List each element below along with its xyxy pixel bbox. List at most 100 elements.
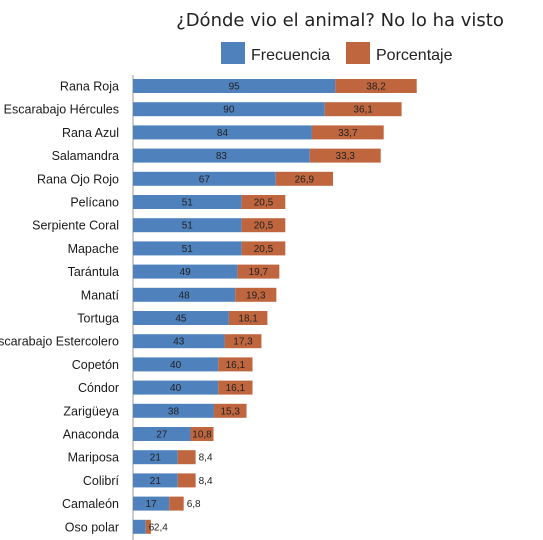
category-label-mariposa: Mariposa [68, 451, 119, 465]
chart-title: ¿Dónde vio el animal? No lo ha visto [176, 10, 504, 31]
value-label-porcentaje-rana-roja: 38,2 [366, 82, 386, 93]
category-label-mapache: Mapache [68, 242, 119, 256]
category-label-oso-polar: Oso polar [65, 520, 119, 534]
value-label-frecuencia-rana-ojo-rojo: 67 [199, 174, 211, 185]
bar-frecuencia-mapache [133, 241, 242, 256]
category-label-manati: Manatí [81, 288, 120, 302]
bar-porcentaje-rana-roja [335, 79, 417, 93]
value-label-frecuencia-mapache: 51 [182, 244, 194, 255]
bar-frecuencia-rana-ojo-rojo [133, 171, 276, 186]
category-label-zarigueya: Zarigüeya [63, 404, 119, 418]
bar-frecuencia-rana-azul [133, 125, 312, 140]
bar-frecuencia-salamandra [133, 148, 310, 163]
category-label-anaconda: Anaconda [63, 428, 119, 442]
bar-porcentaje-rana-azul [311, 125, 384, 140]
bar-porcentaje-manati [235, 287, 277, 302]
bar-frecuencia-escarabajo-hercules [133, 102, 325, 117]
legend-label-porcentaje: Porcentaje [376, 47, 453, 64]
bar-porcentaje-colibri [177, 473, 196, 488]
bar-frecuencia-tarantula [133, 264, 238, 279]
bar-porcentaje-anaconda [190, 427, 214, 441]
category-label-rana-azul: Rana Azul [62, 126, 119, 140]
bar-frecuencia-anaconda [133, 427, 191, 441]
category-label-copeton: Copetón [72, 358, 119, 372]
value-label-porcentaje-serpiente-coral: 20,5 [254, 221, 274, 232]
category-label-escarabajo-hercules: Escarabajo Hércules [4, 103, 119, 117]
value-label-porcentaje-condor: 16,1 [226, 383, 246, 394]
value-label-porcentaje-oso-polar: 2,4 [154, 522, 168, 533]
value-label-frecuencia-anaconda: 27 [156, 430, 168, 441]
bar-porcentaje-mariposa [177, 450, 196, 465]
value-label-frecuencia-manati: 48 [179, 290, 191, 301]
value-label-porcentaje-anaconda: 10,8 [192, 430, 212, 441]
legend: Frecuencia Porcentaje [221, 42, 453, 64]
value-label-porcentaje-camaleon: 6,8 [187, 499, 201, 510]
bar-frecuencia-mariposa [133, 450, 178, 465]
bar-frecuencia-oso-polar [133, 519, 146, 534]
bar-frecuencia-rana-roja [133, 79, 336, 93]
bar-porcentaje-tarantula [237, 264, 280, 279]
bar-porcentaje-condor [218, 380, 253, 395]
value-label-frecuencia-tortuga: 45 [175, 314, 187, 325]
value-label-frecuencia-colibri: 21 [150, 476, 162, 487]
bar-frecuencia-manati [133, 287, 236, 302]
legend-swatch-porcentaje [346, 42, 370, 64]
value-label-porcentaje-copeton: 16,1 [226, 360, 246, 371]
value-label-porcentaje-rana-ojo-rojo: 26,9 [295, 174, 315, 185]
value-label-porcentaje-escarabajo-hercules: 36,1 [353, 105, 373, 116]
value-label-frecuencia-pelicano: 51 [182, 198, 194, 209]
category-label-colibri: Colibrí [83, 474, 120, 488]
bar-porcentaje-pelicano [241, 195, 286, 209]
value-label-porcentaje-rana-azul: 33,7 [338, 128, 358, 139]
bar-frecuencia-escarabajo-estercolero [133, 334, 225, 349]
bar-porcentaje-camaleon [169, 496, 184, 511]
value-label-porcentaje-tarantula: 19,7 [249, 267, 269, 278]
bar-porcentaje-salamandra [309, 148, 381, 163]
category-label-tortuga: Tortuga [77, 312, 119, 326]
bar-frecuencia-condor [133, 380, 219, 395]
value-label-porcentaje-colibri: 8,4 [199, 476, 213, 487]
bar-porcentaje-tortuga [228, 311, 268, 325]
bar-porcentaje-oso-polar [145, 519, 151, 534]
value-label-porcentaje-salamandra: 33,3 [336, 151, 356, 162]
category-label-salamandra: Salamandra [52, 149, 119, 163]
category-label-rana-roja: Rana Roja [60, 80, 119, 94]
value-label-frecuencia-copeton: 40 [170, 360, 182, 371]
bar-porcentaje-mapache [241, 241, 286, 256]
bar-porcentaje-zarigueya [213, 403, 247, 418]
category-label-rana-ojo-rojo: Rana Ojo Rojo [37, 172, 119, 186]
bar-porcentaje-serpiente-coral [241, 218, 286, 233]
bar-frecuencia-camaleon [133, 496, 170, 511]
value-label-frecuencia-rana-roja: 95 [229, 82, 241, 93]
category-label-escarabajo-estercolero: Escarabajo Estercolero [0, 335, 119, 349]
value-label-porcentaje-manati: 19,3 [246, 290, 266, 301]
bar-frecuencia-zarigueya [133, 403, 214, 418]
bar-frecuencia-pelicano [133, 195, 242, 209]
value-label-frecuencia-camaleon: 17 [146, 499, 158, 510]
value-label-frecuencia-salamandra: 83 [216, 151, 228, 162]
value-label-porcentaje-pelicano: 20,5 [254, 198, 274, 209]
value-label-frecuencia-oso-polar: 6 [149, 522, 155, 533]
bar-porcentaje-rana-ojo-rojo [275, 171, 334, 186]
value-label-frecuencia-mariposa: 21 [150, 453, 162, 464]
value-label-frecuencia-condor: 40 [170, 383, 182, 394]
value-label-porcentaje-zarigueya: 15,3 [221, 406, 241, 417]
value-label-frecuencia-tarantula: 49 [180, 267, 192, 278]
value-label-frecuencia-serpiente-coral: 51 [182, 221, 194, 232]
category-label-condor: Cóndor [78, 381, 119, 395]
value-label-frecuencia-escarabajo-estercolero: 43 [173, 337, 185, 348]
value-label-porcentaje-mariposa: 8,4 [199, 453, 213, 464]
value-label-porcentaje-escarabajo-estercolero: 17,3 [233, 337, 253, 348]
bar-porcentaje-copeton [218, 357, 253, 372]
category-label-pelicano: Pelícano [70, 196, 119, 210]
bar-frecuencia-serpiente-coral [133, 218, 242, 233]
labels-group: Rana Roja 95 38,2 Escarabajo Hércules 90 36,1… [0, 80, 386, 535]
category-label-serpiente-coral: Serpiente Coral [32, 219, 119, 233]
bar-porcentaje-escarabajo-estercolero [224, 334, 262, 349]
value-label-porcentaje-mapache: 20,5 [254, 244, 274, 255]
legend-swatch-frecuencia [221, 42, 245, 64]
legend-label-frecuencia: Frecuencia [251, 47, 330, 64]
value-label-frecuencia-rana-azul: 84 [217, 128, 229, 139]
bars-group [133, 79, 417, 534]
